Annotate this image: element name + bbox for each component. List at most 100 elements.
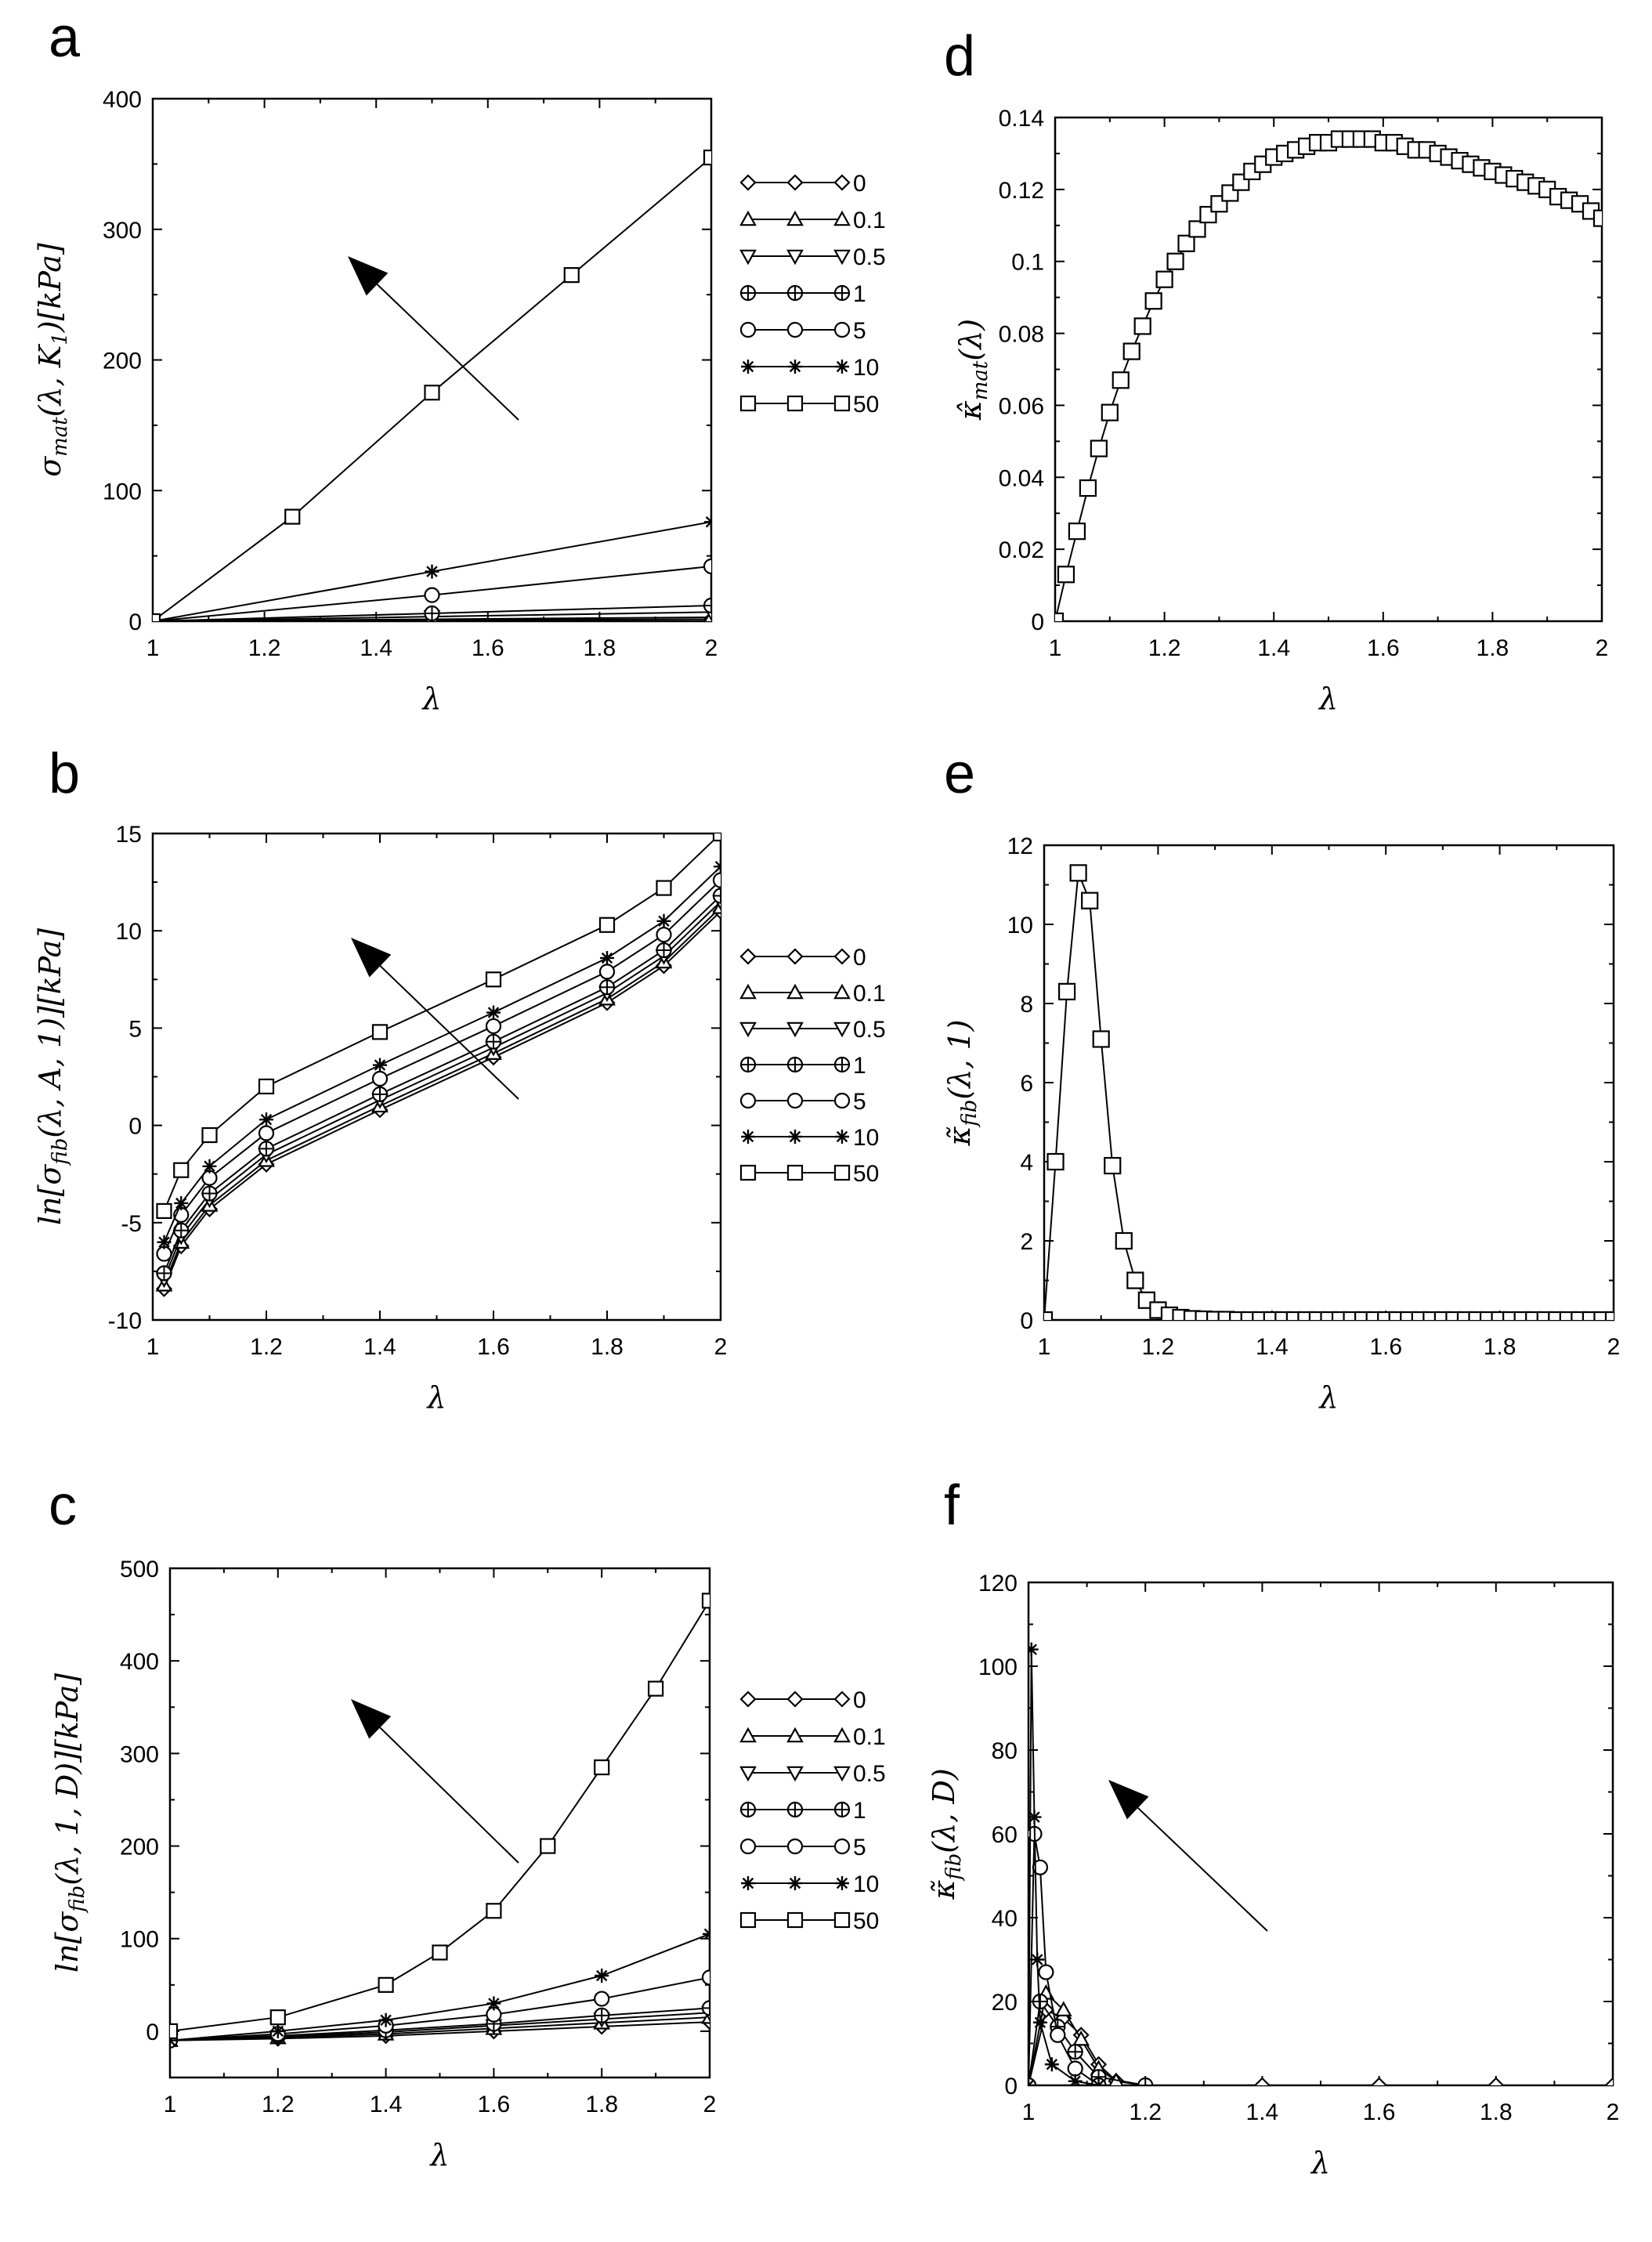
data-point [1365,1311,1383,1320]
data-point [258,1141,275,1157]
x-tick-label: 1.6 [478,2092,511,2117]
y-tick-label: 0 [1031,609,1044,635]
data-point [1032,2015,1047,2030]
series-b-5 [157,859,721,1249]
y-tick-label: 60 [992,1822,1018,1848]
series-line [163,834,721,1212]
y-axis-label-part: ln[σ [33,1164,67,1225]
data-point [1122,342,1140,360]
data-point [1177,234,1195,252]
plot-area [155,834,721,1297]
y-axis-label-part: )[kPa] [33,243,67,333]
y-tick-label: 100 [120,1927,159,1953]
legend-marker [788,360,802,374]
series-c-4 [170,1969,710,2049]
data-point [1308,1311,1327,1320]
data-point [1371,2077,1388,2085]
data-point [202,1159,217,1173]
legend-marker [833,284,851,302]
x-tick-label: 1.4 [1246,2099,1279,2125]
y-axis-label-part: (λ, K [33,343,67,417]
x-axis-label: λ [1310,2146,1330,2180]
x-tick-label: 1.4 [360,635,392,661]
data-point [1513,1311,1531,1320]
x-tick-label: 1.6 [1367,635,1400,661]
data-point [270,2023,285,2038]
y-tick-label: 6 [1020,1071,1033,1097]
y-tick-label: -5 [121,1211,142,1237]
legend-marker [833,1092,851,1109]
data-point [1030,1952,1045,1967]
data-point [1044,1311,1054,1320]
series-line [163,906,721,1286]
y-axis-label-part: κ̃ [927,1880,961,1900]
y-tick-label: 0 [128,609,142,635]
data-point [1456,1311,1475,1320]
data-point [1028,1810,1042,1824]
legend-label: 5 [853,318,866,344]
x-tick-label: 1.4 [1257,635,1290,661]
panel-letter: f [944,1474,960,1537]
legend-marker [786,284,804,302]
y-tick-label: 0.06 [999,393,1044,419]
data-point [1044,2057,1059,2072]
data-point [1126,1271,1144,1289]
x-tick-label: 1 [164,2092,177,2117]
legend-marker [833,1022,851,1038]
x-tick-label: 1.2 [250,1334,283,1360]
data-point [432,1944,448,1961]
data-point [1604,2077,1613,2085]
legend-label: 0 [853,1687,866,1713]
legend-marker [741,1130,755,1144]
series-b-4 [156,872,721,1262]
series-b-3 [156,888,721,1282]
legend-marker [786,948,804,965]
legend-marker [786,395,804,412]
legend-item: 0.5 [739,1017,886,1043]
data-point [703,597,711,614]
series-b-1 [155,899,721,1292]
legend-marker [833,1691,851,1708]
data-point [1400,1311,1418,1320]
y-tick-label: 0 [128,1114,142,1140]
panel-letter: c [49,1474,77,1537]
legend-item: 5 [739,1089,866,1115]
y-axis-label: κ̃_fib(λ, 1)κ̃fib(λ, 1) [942,1020,981,1147]
chart-panel-c: c1 1.2 1.4 1.6 1.8 20100200300400500λln[σ_fib… [49,1474,886,2172]
x-axis-label: λ [1318,682,1338,716]
data-point [424,605,440,621]
series-c-5 [170,1926,710,2048]
data-point [703,1926,710,1941]
y-tick-label: 10 [116,919,142,945]
legend-marker [835,1130,849,1144]
trend-arrow-head [351,938,392,978]
y-tick-label: 2 [1020,1229,1033,1255]
trend-arrow-shaft [379,1727,519,1864]
x-tick-label: 1.6 [477,1334,510,1360]
legend-marker [833,1766,851,1782]
series-a-6 [153,149,711,621]
legend-item: 5 [739,1835,866,1860]
plot-area [153,149,711,621]
legend-marker [739,948,757,965]
y-axis-label: κ̃_fib(λ, D)κ̃fib(λ, D) [927,1768,966,1900]
data-point [1253,2077,1271,2085]
legend-label: 0.1 [853,208,886,233]
legend-marker [786,1801,804,1818]
legend-label: 0 [853,171,866,197]
data-point [563,267,580,284]
data-point [598,964,616,980]
legend-marker [833,1727,851,1743]
x-tick-label: 1.8 [591,1334,624,1360]
legend-label: 1 [853,281,866,307]
data-point [1072,2030,1090,2046]
series-line [163,901,721,1280]
series-line [163,879,721,1254]
y-tick-label: 15 [116,822,142,848]
data-point [1548,1311,1566,1320]
data-point [486,1005,501,1020]
legend-marker [786,1092,804,1109]
data-point [1388,1311,1406,1320]
x-tick-label: 2 [1607,2099,1620,2125]
